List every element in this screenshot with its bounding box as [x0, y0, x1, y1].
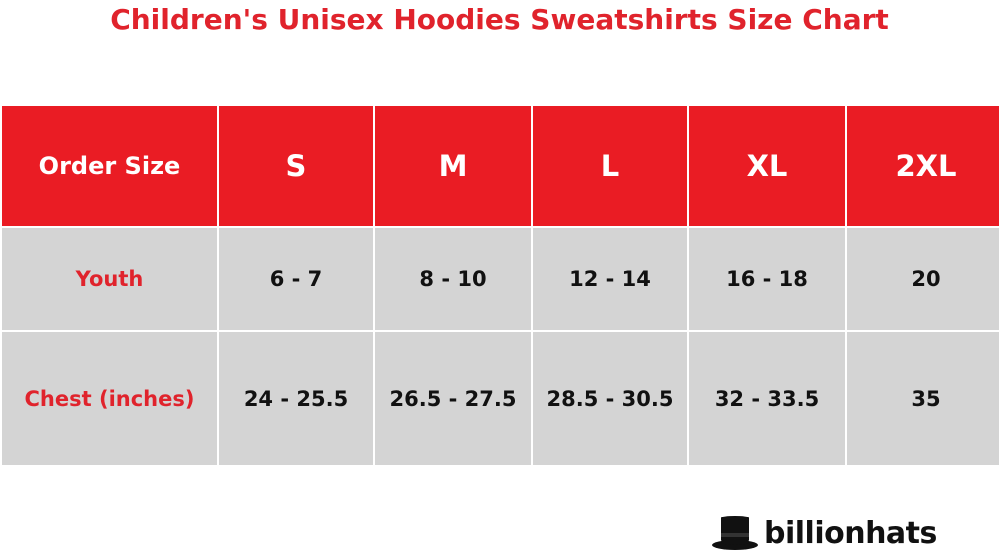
table-cell: 35	[847, 332, 999, 465]
header-cell-m: M	[375, 106, 531, 226]
brand-logo: billionhats	[710, 514, 937, 554]
table-cell: 8 - 10	[375, 228, 531, 330]
header-cell-xl: XL	[689, 106, 845, 226]
table-cell: 16 - 18	[689, 228, 845, 330]
table-cell: 12 - 14	[533, 228, 687, 330]
header-cell-order-size: Order Size	[2, 106, 217, 226]
size-chart-table: Order Size S M L XL 2XL Youth 6 - 7 8 - …	[2, 106, 999, 465]
table-cell: 28.5 - 30.5	[533, 332, 687, 465]
table-cell: 24 - 25.5	[219, 332, 373, 465]
row-label-youth: Youth	[2, 228, 217, 330]
row-label-chest: Chest (inches)	[2, 332, 217, 465]
page-title: Children's Unisex Hoodies Sweatshirts Si…	[110, 3, 889, 36]
top-hat-icon	[712, 516, 758, 550]
table-cell: 20	[847, 228, 999, 330]
header-cell-2xl: 2XL	[847, 106, 999, 226]
table-cell: 6 - 7	[219, 228, 373, 330]
table-cell: 32 - 33.5	[689, 332, 845, 465]
table-cell: 26.5 - 27.5	[375, 332, 531, 465]
brand-name: billionhats	[764, 516, 937, 551]
header-cell-l: L	[533, 106, 687, 226]
header-cell-s: S	[219, 106, 373, 226]
